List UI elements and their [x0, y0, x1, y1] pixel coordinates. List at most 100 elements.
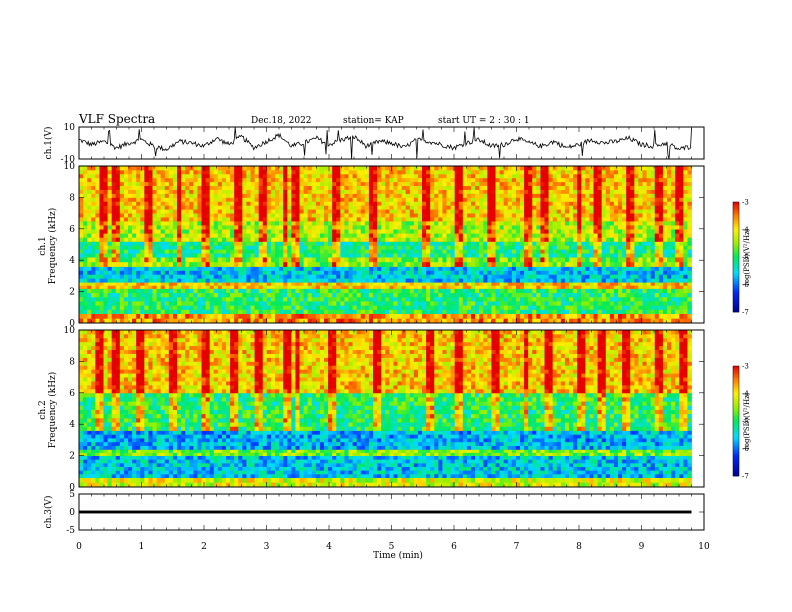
psd-cell	[307, 285, 313, 289]
psd-cell	[442, 309, 447, 314]
psd-cell	[226, 282, 231, 286]
psd-cell	[577, 288, 582, 294]
psd-cell	[373, 217, 378, 222]
psd-cell	[344, 274, 349, 279]
psd-cell	[430, 245, 435, 250]
psd-cell	[123, 229, 129, 234]
psd-cell	[609, 318, 615, 324]
psd-cell	[364, 220, 370, 226]
psd-cell	[675, 225, 680, 230]
psd-cell	[622, 225, 627, 230]
psd-cell	[458, 201, 464, 206]
psd-cell	[683, 261, 688, 267]
psd-cell	[226, 237, 231, 242]
psd-cell	[671, 209, 676, 214]
psd-cell	[283, 253, 288, 258]
psd-cell	[593, 217, 598, 222]
psd-cell	[197, 301, 202, 306]
psd-cell	[511, 225, 517, 230]
psd-cell	[205, 237, 211, 242]
psd-cell	[642, 217, 647, 222]
psd-cell	[181, 257, 186, 263]
psd-cell	[266, 296, 272, 302]
psd-cell	[589, 205, 594, 210]
psd-cell	[246, 278, 251, 283]
psd-cell	[221, 217, 227, 222]
psd-cell	[160, 197, 166, 202]
psd-cell	[99, 233, 104, 238]
psd-cell	[556, 288, 562, 294]
psd-cell	[515, 318, 521, 324]
psd-cell	[650, 270, 656, 275]
psd-cell	[662, 261, 668, 267]
psd-cell	[315, 318, 321, 324]
ch1-spectrogram-image	[79, 165, 692, 324]
psd-cell	[679, 217, 684, 222]
psd-cell	[532, 318, 537, 324]
psd-cell	[319, 296, 325, 302]
psd-cell	[221, 253, 227, 258]
psd-cell	[185, 189, 190, 194]
psd-cell	[507, 205, 513, 210]
psd-cell	[303, 270, 309, 275]
psd-cell	[136, 257, 141, 263]
psd-cell	[458, 292, 464, 298]
psd-cell	[638, 305, 643, 310]
psd-cell	[324, 301, 329, 306]
psd-cell	[483, 282, 488, 286]
psd-cell	[413, 245, 419, 250]
psd-cell	[662, 217, 668, 222]
psd-cell	[172, 209, 178, 214]
psd-cell	[246, 318, 251, 324]
psd-cell	[520, 296, 525, 302]
psd-cell	[258, 309, 264, 314]
psd-cell	[487, 257, 492, 263]
psd-cell	[413, 249, 419, 254]
psd-cell	[128, 201, 133, 206]
psd-cell	[458, 205, 464, 210]
psd-cell	[270, 309, 276, 314]
psd-cell	[87, 233, 92, 238]
psd-cell	[344, 209, 349, 214]
psd-cell	[671, 313, 676, 319]
psd-cell	[462, 220, 468, 226]
psd-cell	[409, 313, 415, 319]
psd-cell	[197, 225, 202, 230]
psd-cell	[213, 261, 219, 267]
psd-cell	[221, 229, 227, 234]
station-label: station= KAP	[343, 116, 404, 126]
psd-cell	[315, 285, 321, 289]
psd-cell	[324, 278, 329, 283]
psd-cell	[654, 197, 660, 202]
psd-cell	[503, 257, 509, 263]
psd-cell	[128, 257, 133, 263]
psd-cell	[132, 270, 137, 275]
psd-cell	[471, 270, 476, 275]
psd-cell	[417, 193, 423, 198]
psd-cell	[373, 209, 378, 214]
psd-cell	[507, 301, 513, 306]
psd-cell	[479, 197, 484, 202]
psd-cell	[536, 209, 541, 214]
psd-cell	[662, 241, 668, 246]
psd-cell	[230, 229, 235, 234]
psd-cell	[430, 318, 435, 324]
psd-cell	[634, 288, 639, 294]
psd-cell	[303, 249, 309, 254]
psd-cell	[221, 245, 227, 250]
psd-cell	[479, 229, 484, 234]
psd-cell	[238, 313, 243, 319]
psd-cell	[270, 296, 276, 302]
psd-cell	[528, 285, 533, 289]
psd-cell	[405, 237, 411, 242]
psd-cell	[299, 274, 304, 279]
psd-cell	[311, 213, 317, 218]
psd-cell	[581, 285, 586, 289]
psd-cell	[446, 274, 451, 279]
psd-cell	[589, 229, 594, 234]
psd-cell	[564, 261, 570, 267]
psd-cell	[552, 266, 558, 271]
psd-cell	[324, 309, 329, 314]
psd-cell	[577, 285, 582, 289]
psd-cell	[511, 301, 517, 306]
